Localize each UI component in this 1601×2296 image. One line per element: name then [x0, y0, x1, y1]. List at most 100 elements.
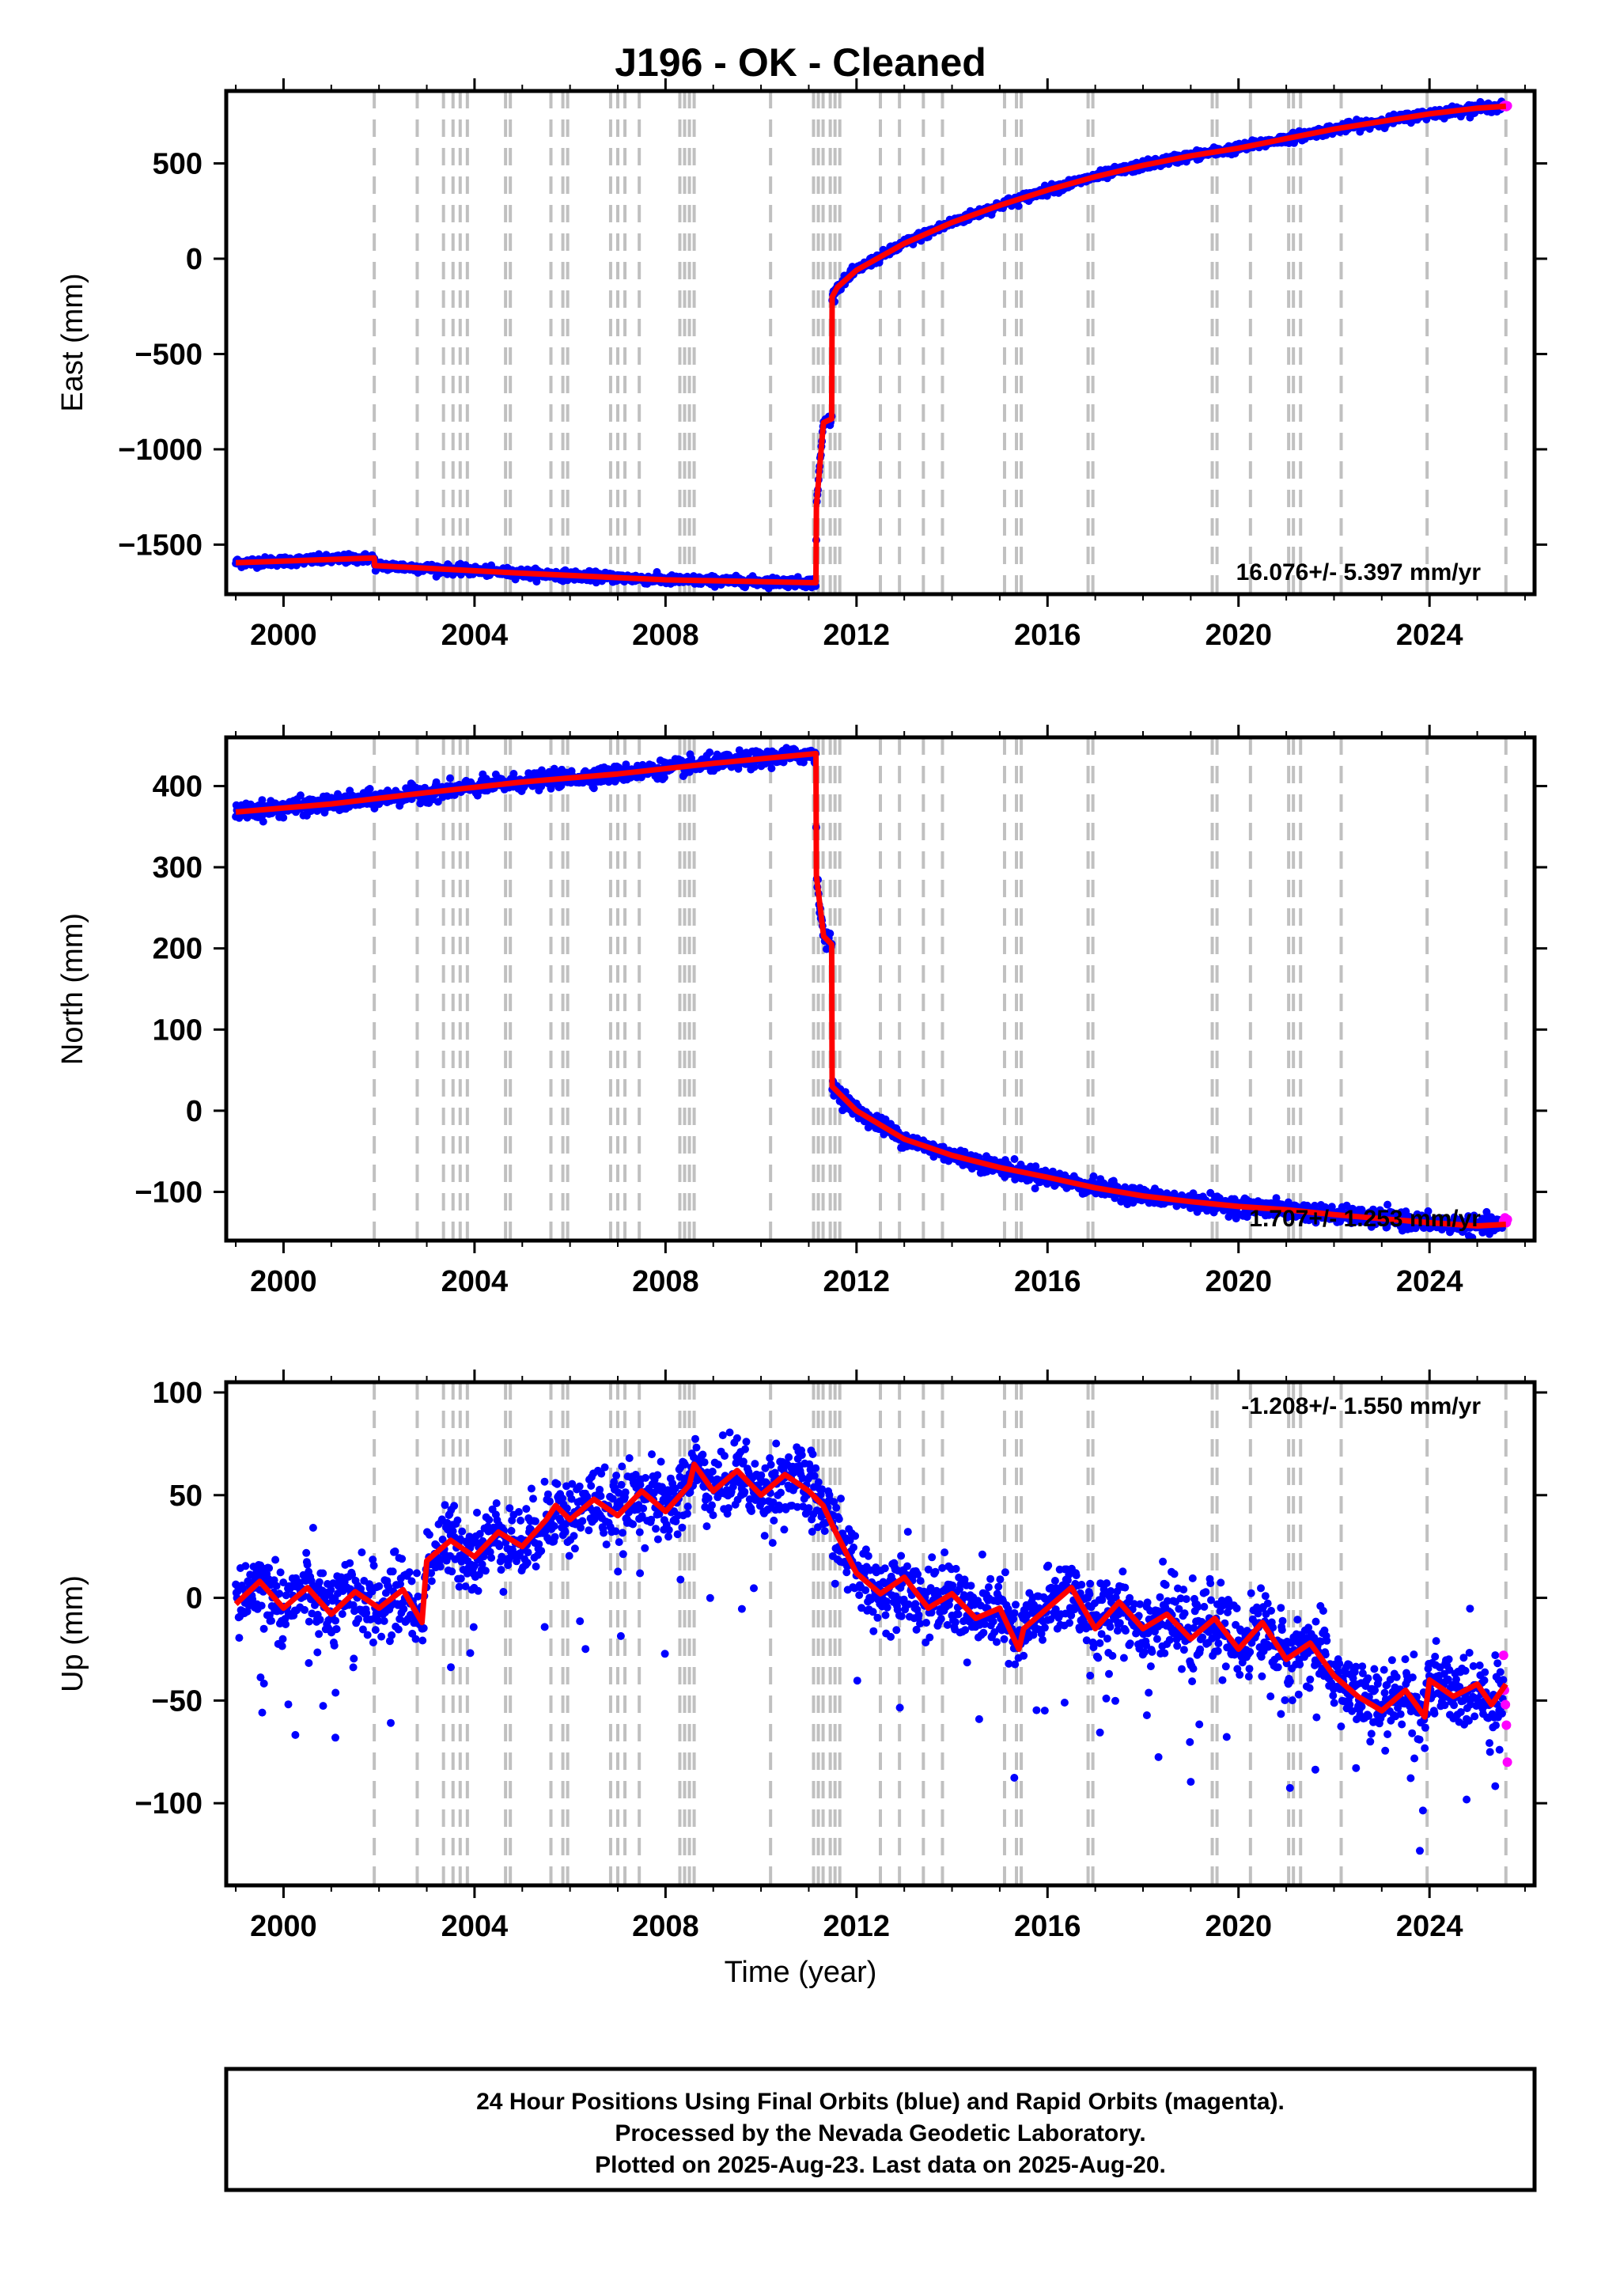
x-tick-label: 2000	[250, 619, 317, 652]
final-orbit-point	[611, 777, 619, 786]
final-orbit-point	[267, 1616, 275, 1625]
final-orbit-point	[354, 1615, 363, 1623]
final-orbit-point	[272, 1582, 281, 1590]
y-tick-label: 200	[153, 933, 202, 966]
final-orbit-point	[767, 764, 776, 773]
final-orbit-point	[258, 796, 267, 805]
final-orbit-point	[660, 773, 668, 782]
final-orbit-point	[706, 748, 714, 756]
final-orbit-point	[279, 813, 288, 822]
final-orbit-point	[330, 1641, 339, 1650]
final-orbit-point	[369, 1555, 377, 1564]
final-orbit-point	[1100, 1179, 1108, 1188]
y-tick-label: −1000	[118, 434, 202, 467]
plot-area	[232, 737, 1512, 1241]
y-tick-label: 0	[186, 1095, 202, 1128]
north-rate-label: 1.707+/- 1.253 mm/yr	[1249, 1206, 1481, 1232]
x-tick-label: 2008	[632, 619, 699, 652]
final-orbit-point	[303, 1560, 312, 1569]
final-orbit-point	[278, 1635, 287, 1643]
final-orbit-point	[1010, 1155, 1019, 1163]
x-tick-label: 2024	[1396, 1265, 1463, 1298]
final-orbit-point	[248, 1595, 257, 1604]
model-line	[235, 103, 1507, 585]
final-orbit-point	[315, 1578, 324, 1586]
final-orbit-point	[1311, 1218, 1320, 1227]
final-orbit-point	[1121, 1183, 1130, 1192]
x-tick-label: 2000	[250, 1265, 317, 1298]
final-orbit-point	[348, 1570, 357, 1579]
final-orbit-point	[315, 1630, 324, 1639]
y-tick-label: −1500	[118, 529, 202, 562]
x-tick-label: 2024	[1396, 619, 1463, 652]
north-panel: 2000 2004 2008 2012 2016 2020 2024−10001002003…	[56, 725, 1547, 1298]
final-orbit-point	[1402, 1207, 1410, 1216]
x-tick-label: 2016	[1014, 619, 1081, 652]
final-orbit-point	[358, 1625, 367, 1634]
final-orbit-point	[296, 791, 305, 800]
final-orbit-point	[362, 1608, 371, 1617]
final-orbit-point	[319, 1569, 327, 1578]
final-orbit-point	[1327, 1203, 1336, 1211]
final-orbit-point	[1189, 1189, 1198, 1198]
final-orbit-point	[1272, 1194, 1281, 1203]
final-orbit-point	[331, 1616, 340, 1625]
x-tick-label: 2016	[1014, 1265, 1081, 1298]
final-orbit-point	[332, 1625, 341, 1633]
final-orbit-point	[365, 785, 374, 793]
final-orbit-point	[1031, 1184, 1039, 1193]
final-orbit-point	[279, 1578, 288, 1587]
final-orbit-point	[369, 1561, 378, 1570]
north-axis-label: North (mm)	[56, 913, 89, 1065]
final-orbit-point	[308, 1524, 317, 1532]
final-orbit-point	[1383, 1200, 1392, 1209]
plot-frame	[224, 735, 1537, 1243]
x-tick-label: 2020	[1205, 619, 1272, 652]
final-orbit-point	[1089, 1172, 1098, 1180]
x-tick-label: 2004	[441, 1265, 509, 1298]
up-panel: 2000 2004 2008 2012 2016 2020 2024−100−5005010…	[56, 1370, 1547, 1943]
final-orbit-point	[589, 784, 598, 793]
final-orbit-point	[278, 1642, 286, 1650]
final-orbit-point	[446, 774, 454, 782]
y-tick-label: 400	[153, 771, 202, 804]
x-tick-label: 2004	[441, 619, 509, 652]
final-orbit-point	[338, 1610, 346, 1618]
final-orbit-points	[232, 97, 1508, 593]
final-orbit-point	[265, 1564, 274, 1572]
final-orbit-point	[1383, 1223, 1391, 1231]
final-orbit-points	[232, 744, 1508, 1241]
final-orbit-point	[1011, 1175, 1020, 1184]
final-orbit-point	[259, 1624, 268, 1633]
final-orbit-point	[282, 1620, 290, 1628]
final-orbit-point	[243, 1607, 252, 1616]
final-orbit-point	[799, 758, 808, 767]
final-orbit-point	[301, 1605, 308, 1614]
x-tick-label: 2020	[1205, 1265, 1272, 1298]
x-tick-label: 2008	[632, 1265, 699, 1298]
final-orbit-point	[346, 1559, 354, 1567]
final-orbit-point	[305, 1617, 313, 1626]
x-tick-label: 2012	[823, 1265, 891, 1298]
y-tick-label: −100	[134, 1176, 202, 1209]
final-orbit-point	[302, 1548, 311, 1557]
final-orbit-point	[881, 1115, 890, 1123]
final-orbit-point	[1424, 1207, 1433, 1215]
final-orbit-point	[235, 1634, 244, 1642]
final-orbit-point	[1470, 1211, 1478, 1220]
east-panel: 2000 2004 2008 2012 2016 2020 2024−1500−1000−5…	[56, 78, 1547, 652]
y-tick-label: 100	[153, 1013, 202, 1047]
final-orbit-point	[327, 1586, 335, 1594]
final-orbit-point	[363, 1631, 372, 1639]
final-orbit-point	[358, 1548, 366, 1557]
final-orbit-point	[316, 1616, 324, 1624]
final-orbit-point	[371, 1626, 380, 1635]
final-orbit-point	[369, 1639, 377, 1646]
final-orbit-point	[241, 1562, 250, 1570]
final-orbit-point	[257, 1601, 266, 1610]
plot-frame	[224, 89, 1537, 597]
final-orbit-point	[349, 1601, 358, 1609]
final-orbit-point	[276, 1568, 285, 1577]
final-orbit-point	[826, 929, 835, 938]
